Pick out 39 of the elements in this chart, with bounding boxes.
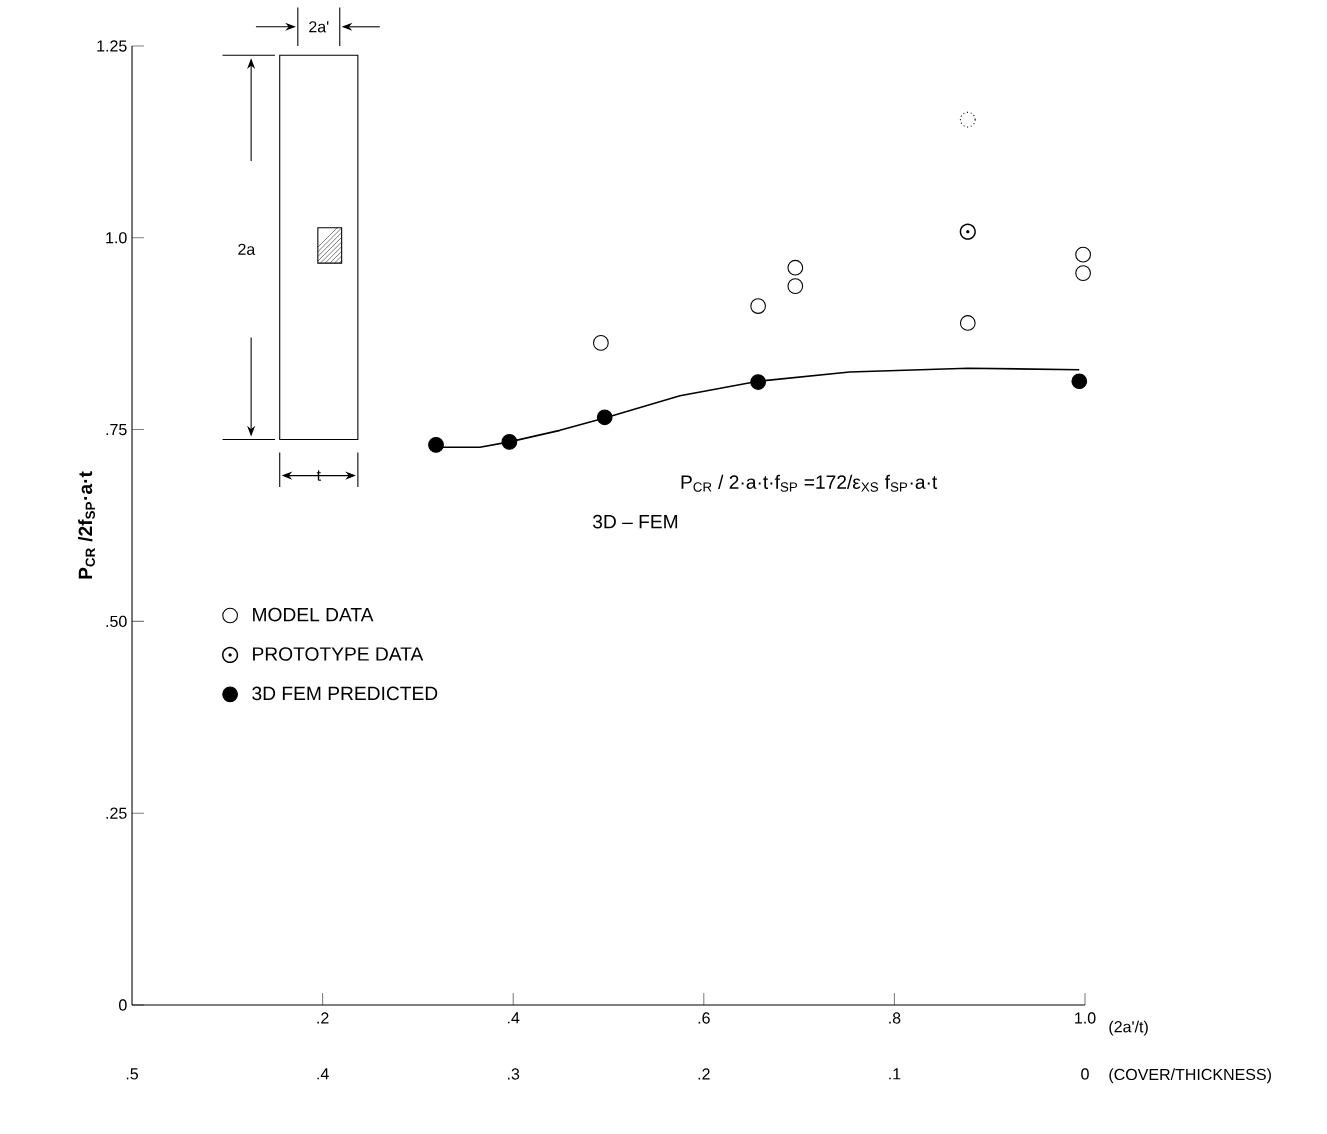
legend-label: MODEL DATA [253, 607, 374, 622]
x-tick-label: .2 [317, 1012, 329, 1024]
point [750, 374, 766, 390]
annotation: 2a [238, 243, 256, 255]
x-tick-label: 1.0 [1075, 1012, 1096, 1024]
y-tick-label: 1.0 [106, 232, 127, 244]
y-tick-label: .75 [106, 424, 127, 436]
x-tick-label: .8 [889, 1012, 901, 1024]
x-tick-label: .6 [698, 1012, 710, 1024]
text: 2a' [309, 21, 329, 33]
point [1071, 373, 1088, 390]
point [787, 278, 804, 294]
point [1075, 246, 1091, 263]
x2-tick-label: .5 [126, 1068, 138, 1080]
legend-label: PROTOTYPE DATA [253, 647, 424, 661]
y-axis-title: P$_{CR}$ /2f$_{SP}$·a·t [78, 471, 95, 579]
y-tick-label: 0 [119, 999, 127, 1011]
x-axis-title: (2a'/t) [1109, 1020, 1148, 1036]
text: P$_{CR}$ / 2·a·t·f$_{SP}$ =172/ε$_{XS}$ f$_{SP}$·a·t [681, 474, 938, 492]
legend-label: 3D FEM PREDICTED [252, 686, 438, 701]
annotation: 3D – FEM [592, 514, 678, 529]
y-tick-label: .25 [106, 807, 127, 819]
x2-tick-label: .3 [508, 1068, 520, 1080]
x2-tick-label: .2 [698, 1068, 710, 1080]
point [1075, 265, 1091, 281]
point [593, 335, 609, 351]
x2-tick-label: .4 [317, 1068, 329, 1080]
point [787, 259, 804, 276]
y-tick-label: 1.25 [97, 40, 127, 52]
point [750, 298, 766, 314]
point [501, 433, 518, 450]
x-tick-label: .4 [508, 1012, 520, 1024]
point [428, 437, 444, 453]
y-tick-label: .50 [106, 615, 127, 628]
x2-tick-label: 0 [1081, 1068, 1089, 1080]
x2-tick-label: .1 [889, 1068, 901, 1080]
point [596, 409, 613, 426]
point [959, 315, 976, 331]
x2-axis-title: (COVER/THICKNESS) [1109, 1068, 1271, 1084]
